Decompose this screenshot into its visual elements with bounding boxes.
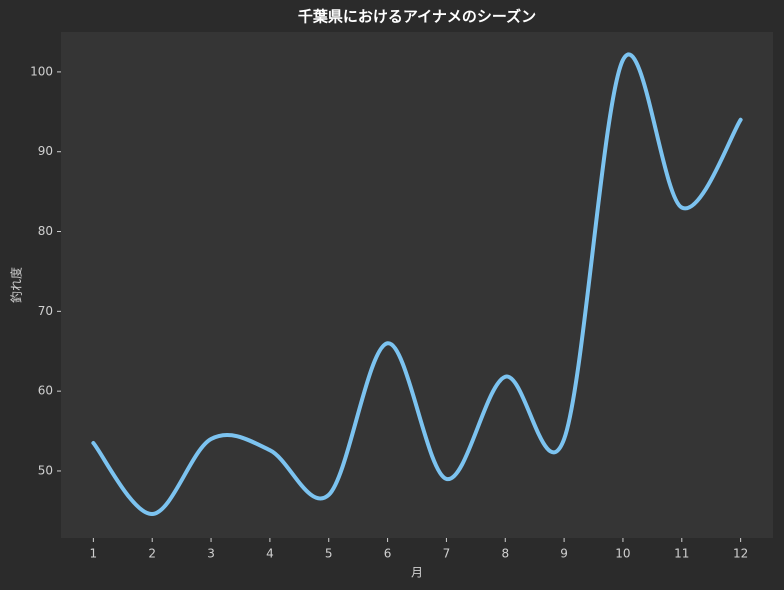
chart-title: 千葉県におけるアイナメのシーズン	[298, 8, 536, 26]
x-tick-label: 9	[560, 547, 568, 561]
y-axis-label: 釣れ度	[9, 267, 24, 303]
x-tick-label: 5	[325, 547, 333, 561]
y-tick-label: 50	[38, 463, 53, 477]
y-tick-label: 70	[38, 304, 53, 318]
x-tick-label: 12	[733, 547, 748, 561]
line	[91, 52, 743, 517]
x-tick-label: 6	[384, 547, 392, 561]
x-tick-label: 11	[674, 547, 689, 561]
x-tick-label: 10	[615, 547, 630, 561]
y-tick-label: 60	[38, 384, 53, 398]
x-axis-label: 月	[411, 566, 423, 580]
x-tick-label: 8	[501, 547, 509, 561]
x-tick-label: 3	[207, 547, 215, 561]
x-tick-label: 2	[148, 547, 156, 561]
x-tick-label: 4	[266, 547, 274, 561]
y-tick-label: 80	[38, 224, 53, 238]
plot-area	[61, 32, 773, 538]
x-tick-label: 7	[443, 547, 451, 561]
y-tick-label: 100	[30, 64, 53, 78]
x-tick-label: 1	[90, 547, 98, 561]
y-tick-label: 90	[38, 144, 53, 158]
